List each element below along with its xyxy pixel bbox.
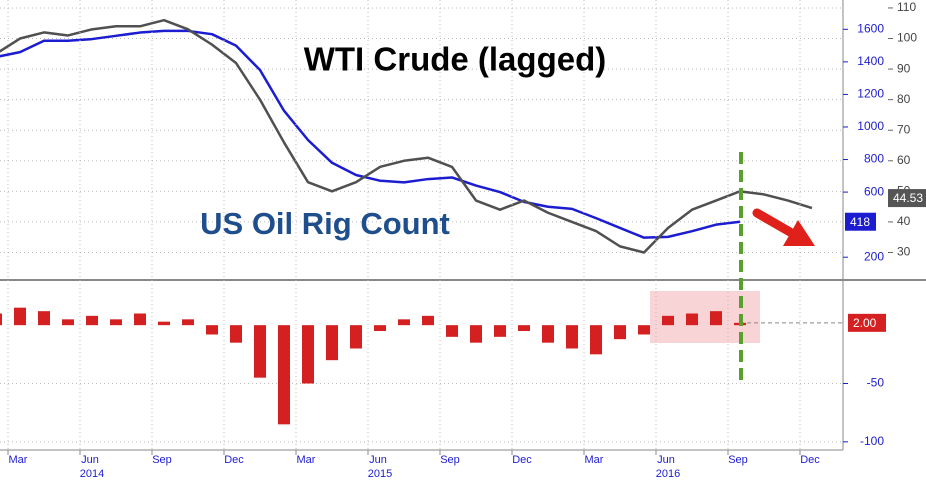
y2-tick-label: 100 [897,31,917,45]
bar [182,319,194,326]
arrow-head [783,220,815,246]
bar [518,325,530,331]
y-tick-label: 600 [864,184,884,198]
y2-tick-label: 40 [897,214,911,228]
bar [590,325,602,355]
last-value-label-box [888,189,926,208]
last-value-label: 418 [850,215,870,229]
x-tick-label: Jun [369,454,387,466]
y-tick-label: 800 [864,152,884,166]
x-tick-label: Jun [81,454,99,466]
bar [278,325,290,425]
bar [86,315,98,326]
bar [446,325,458,337]
y-tick-label: 1000 [857,119,884,133]
bar [38,311,50,326]
bar [566,325,578,349]
arrow-shaft [752,208,795,237]
bar [470,325,482,343]
bar [326,325,338,361]
y2-tick-label: 110 [897,0,916,14]
annotation-wti: WTI Crude (lagged) [304,41,606,78]
x-group-label: 2016 [656,468,680,480]
bar [422,315,434,326]
x-tick-label: Mar [585,454,604,466]
y-tick-label: 1200 [857,87,884,101]
bar [302,325,314,384]
bar [374,325,386,331]
x-tick-label: Mar [297,454,316,466]
annotation-rig-count: US Oil Rig Count [200,206,450,241]
bar [158,321,170,326]
bar [134,313,146,326]
last-value-label: 44.53 [893,191,923,205]
series-line [0,18,813,254]
y2-tick-label: 70 [897,122,911,136]
y-tick-label: 1400 [857,54,884,68]
bar [110,319,122,326]
y2-tick-label: 30 [897,245,911,259]
y-tick-label: -50 [867,376,885,390]
x-group-label: 2014 [80,468,104,480]
bar [230,325,242,343]
x-group-label: 2015 [368,468,392,480]
x-tick-label: Sep [728,454,748,466]
x-tick-label: Dec [512,454,532,466]
x-tick-label: Jun [657,454,675,466]
bar [710,311,722,326]
bar [494,325,506,337]
last-value-label-box [848,313,886,332]
x-tick-label: Dec [800,454,820,466]
trend-arrow [752,208,815,246]
y-tick-label: 200 [864,249,884,263]
bar [542,325,554,343]
last-value-label-box [845,212,876,231]
bar [254,325,266,378]
bar [638,325,650,335]
y2-tick-label: 60 [897,153,911,167]
x-tick-label: Mar [9,454,28,466]
x-tick-label: Sep [152,454,172,466]
bar [14,307,26,326]
bar [0,313,2,326]
y2-tick-label: 80 [897,92,911,106]
y-tick-label: -100 [860,434,884,448]
series-line [0,29,741,239]
last-value-label: 2.00 [853,316,877,330]
y-tick-label: 1600 [857,21,884,35]
bar [350,325,362,349]
bar [206,325,218,335]
bar [614,325,626,340]
bar [62,319,74,326]
x-tick-label: Dec [224,454,244,466]
y2-tick-label: 90 [897,61,911,75]
bar [662,315,674,326]
bar [686,313,698,326]
bar [398,319,410,326]
x-tick-label: Sep [440,454,460,466]
